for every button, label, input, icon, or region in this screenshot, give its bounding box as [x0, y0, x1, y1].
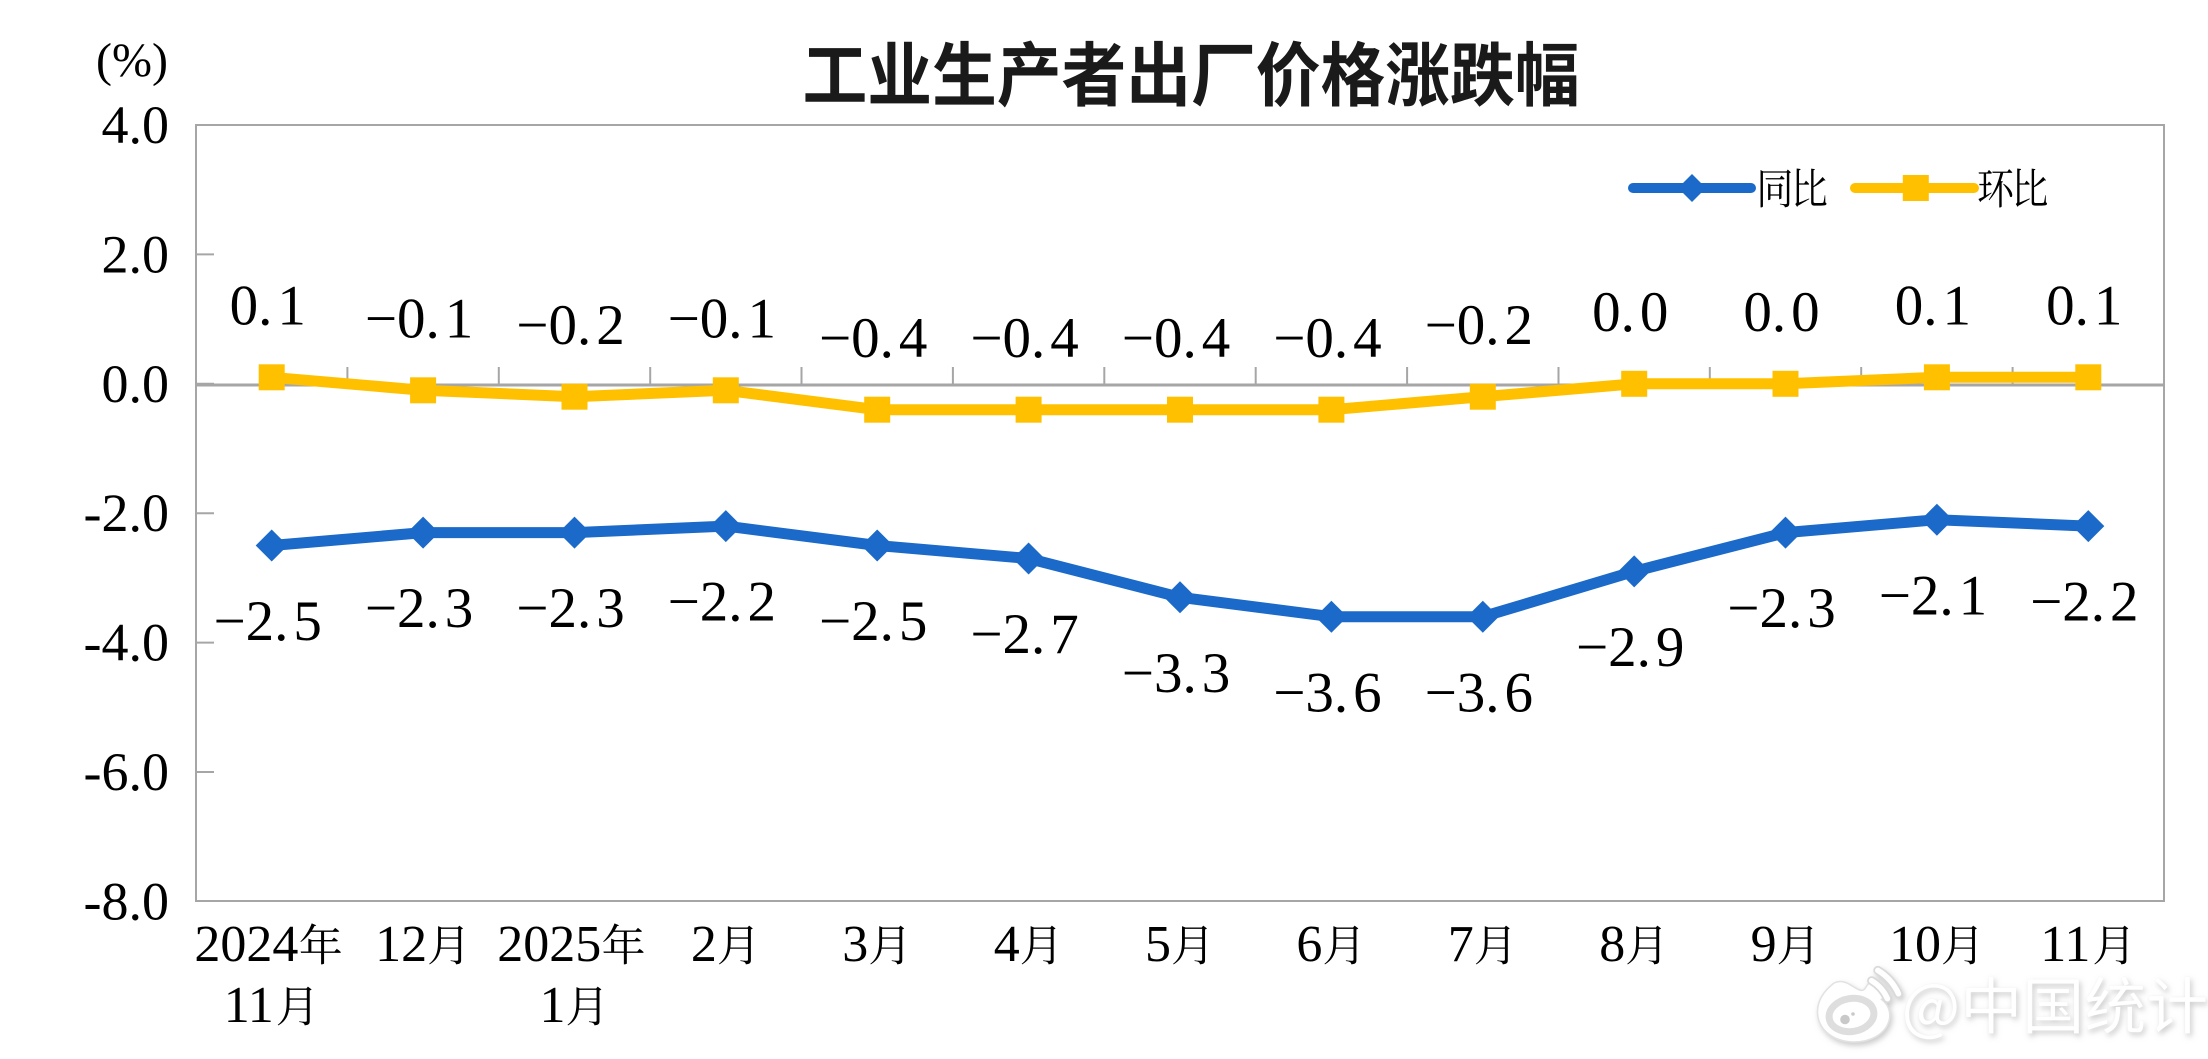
svg-text:−0.4: −0.4	[970, 307, 1078, 370]
svg-text:2025: 2025	[497, 916, 601, 973]
svg-text:−2.2: −2.2	[2030, 571, 2138, 634]
svg-text:-2.0: -2.0	[84, 483, 169, 543]
svg-text:−0.1: −0.1	[365, 287, 473, 350]
svg-text:11: 11	[224, 977, 274, 1034]
svg-text:4: 4	[994, 916, 1020, 973]
svg-text:−0.4: −0.4	[1122, 307, 1230, 370]
svg-text:5: 5	[1145, 916, 1171, 973]
svg-text:-6.0: -6.0	[84, 742, 169, 802]
svg-text:11: 11	[2040, 916, 2090, 973]
svg-text:0.1: 0.1	[1895, 274, 1971, 337]
svg-text:−3.6: −3.6	[1425, 661, 1533, 724]
svg-text:2024: 2024	[194, 916, 298, 973]
svg-text:−2.3: −2.3	[516, 577, 624, 640]
svg-text:−2.9: −2.9	[1576, 616, 1684, 679]
svg-text:0.0: 0.0	[102, 354, 170, 414]
svg-text:−0.4: −0.4	[819, 307, 927, 370]
svg-text:4.0: 4.0	[102, 95, 170, 155]
svg-text:9: 9	[1751, 916, 1777, 973]
svg-text:8: 8	[1599, 916, 1625, 973]
svg-text:10: 10	[1889, 916, 1941, 973]
svg-text:0.1: 0.1	[2046, 274, 2122, 337]
svg-text:−2.3: −2.3	[1727, 577, 1835, 640]
svg-text:0.0: 0.0	[1592, 281, 1668, 344]
svg-text:−2.5: −2.5	[819, 590, 927, 653]
svg-text:−3.3: −3.3	[1122, 642, 1230, 705]
svg-text:0.0: 0.0	[1743, 281, 1819, 344]
svg-text:7: 7	[1448, 916, 1474, 973]
svg-text:−2.5: −2.5	[213, 590, 321, 653]
svg-text:-8.0: -8.0	[84, 871, 169, 931]
svg-text:(%): (%)	[96, 34, 168, 87]
svg-text:2.0: 2.0	[102, 224, 170, 284]
svg-text:−0.2: −0.2	[516, 294, 624, 357]
svg-text:6: 6	[1296, 916, 1322, 973]
svg-text:2: 2	[691, 916, 717, 973]
svg-text:12: 12	[375, 916, 427, 973]
svg-text:−0.4: −0.4	[1273, 307, 1381, 370]
svg-text:-4.0: -4.0	[84, 613, 169, 673]
svg-text:−3.6: −3.6	[1273, 661, 1381, 724]
svg-text:1: 1	[540, 977, 566, 1034]
svg-text:0.1: 0.1	[230, 274, 306, 337]
svg-text:3: 3	[842, 916, 868, 973]
svg-text:−2.2: −2.2	[668, 571, 776, 634]
svg-text:−0.2: −0.2	[1425, 294, 1533, 357]
svg-text:−2.7: −2.7	[970, 603, 1078, 666]
svg-text:−2.3: −2.3	[365, 577, 473, 640]
svg-text:−0.1: −0.1	[668, 287, 776, 350]
svg-text:−2.1: −2.1	[1879, 564, 1987, 627]
